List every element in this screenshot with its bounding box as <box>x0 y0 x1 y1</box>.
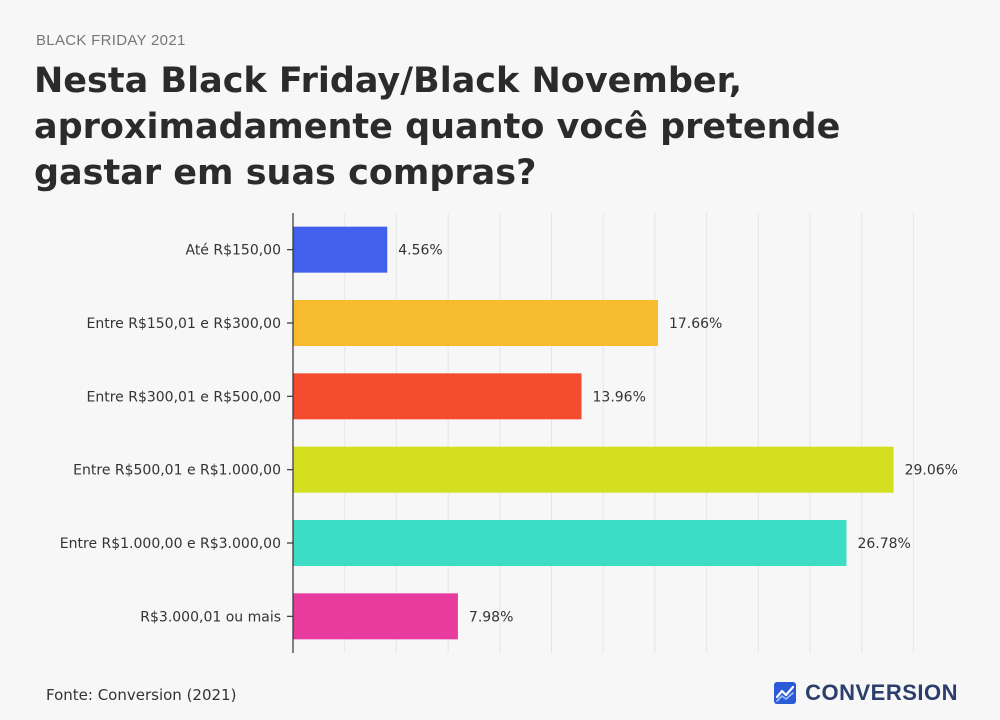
bar <box>293 520 847 566</box>
chart-line-logo-icon <box>774 682 797 704</box>
value-label: 26.78% <box>857 536 910 552</box>
chart-title: Nesta Black Friday/Black November, aprox… <box>34 61 841 193</box>
category-label: Até R$150,00 <box>185 243 281 259</box>
bars: Até R$150,00 4.56% Entre R$150,01 e R$300,… <box>60 226 958 640</box>
value-label: 4.56% <box>398 243 442 259</box>
grid-lines <box>344 213 914 653</box>
category-label: Entre R$300,01 e R$500,00 <box>87 389 281 405</box>
bar <box>293 446 894 493</box>
category-label: Entre R$1.000,00 e R$3.000,00 <box>60 536 281 552</box>
category-label: R$3.000,01 ou mais <box>140 609 281 625</box>
value-label: 7.98% <box>469 609 513 625</box>
kicker-label: BLACK FRIDAY 2021 <box>36 32 186 49</box>
bar-chart: Até R$150,00 4.56% Entre R$150,01 e R$300,… <box>60 213 958 653</box>
value-label: 13.96% <box>593 389 646 405</box>
brand-logo: CONVERSION <box>773 680 958 706</box>
value-label: 29.06% <box>905 463 958 479</box>
bar <box>293 300 658 346</box>
source-note: Fonte: Conversion (2021) <box>46 686 237 704</box>
bar <box>293 226 388 273</box>
bar <box>293 373 582 420</box>
category-label: Entre R$500,01 e R$1.000,00 <box>73 463 281 479</box>
bar <box>293 593 458 640</box>
value-label: 17.66% <box>669 316 722 332</box>
brand-name: CONVERSION <box>805 680 958 705</box>
category-label: Entre R$150,01 e R$300,00 <box>87 316 281 332</box>
